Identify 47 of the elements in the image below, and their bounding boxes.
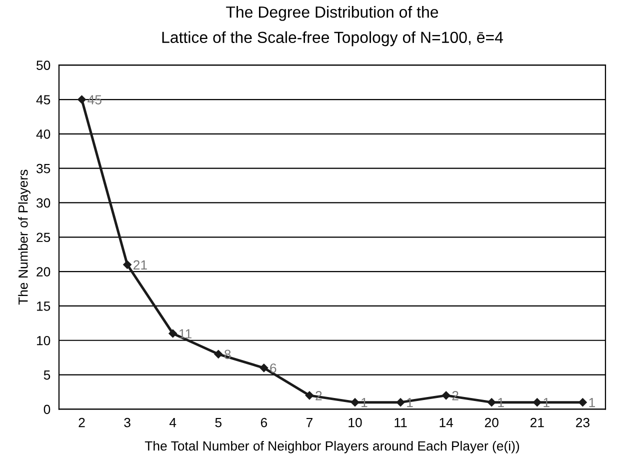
y-tick-label: 15 bbox=[36, 302, 50, 311]
data-label: 2 bbox=[452, 391, 458, 400]
x-axis-title: The Total Number of Neighbor Players around Each Player (e(i)) bbox=[144, 440, 520, 454]
point bbox=[350, 398, 360, 406]
x-tick-label: 14 bbox=[440, 418, 454, 428]
x-tick-label: 7 bbox=[306, 418, 312, 428]
y-tick-label: 20 bbox=[36, 267, 50, 276]
x-tick-label: 20 bbox=[484, 418, 498, 428]
data-label: 21 bbox=[134, 260, 147, 270]
y-tick-label: 35 bbox=[36, 164, 50, 174]
x-tick-label: 2 bbox=[78, 418, 85, 428]
y-tick-label: 25 bbox=[36, 232, 50, 242]
x-tick-label: 3 bbox=[124, 418, 130, 428]
point bbox=[214, 350, 223, 358]
point bbox=[260, 364, 268, 372]
point bbox=[578, 398, 587, 406]
y-tick-label: 50 bbox=[36, 60, 50, 70]
chart-title: The Degree Distribution of the Lattice of the Scale-free Topology of N=100, ē=4 bbox=[162, 6, 504, 46]
y-tick-label: 10 bbox=[36, 336, 50, 346]
data-label: 2 bbox=[316, 391, 322, 400]
data-label: 11 bbox=[179, 329, 192, 338]
y-tick-label: 0 bbox=[44, 404, 50, 414]
point bbox=[442, 391, 450, 400]
x-tick-label: 6 bbox=[260, 418, 268, 428]
point bbox=[78, 95, 86, 104]
data-label: 1 bbox=[544, 398, 550, 408]
y-tick-label: 40 bbox=[36, 129, 50, 139]
x-tick-label: 10 bbox=[348, 418, 362, 428]
point bbox=[487, 398, 496, 406]
data-label: 6 bbox=[270, 363, 276, 373]
point bbox=[533, 398, 542, 406]
data-label: 1 bbox=[362, 398, 368, 408]
x-tick-label: 5 bbox=[215, 418, 222, 428]
point bbox=[168, 329, 177, 338]
x-tick-label: 21 bbox=[530, 418, 544, 428]
point bbox=[396, 398, 405, 406]
point bbox=[123, 260, 132, 269]
y-tick-label: 45 bbox=[36, 95, 50, 104]
x-tick-label: 11 bbox=[394, 418, 407, 428]
y-axis-title: The Number of Players bbox=[18, 170, 30, 305]
y-tick-label: 30 bbox=[36, 198, 50, 208]
x-tick-label: 23 bbox=[576, 418, 590, 428]
data-label: 1 bbox=[589, 398, 595, 408]
data-label: 1 bbox=[498, 398, 504, 408]
x-tick-label: 4 bbox=[169, 418, 176, 428]
y-tick-label: 5 bbox=[44, 370, 50, 380]
point bbox=[305, 391, 314, 400]
